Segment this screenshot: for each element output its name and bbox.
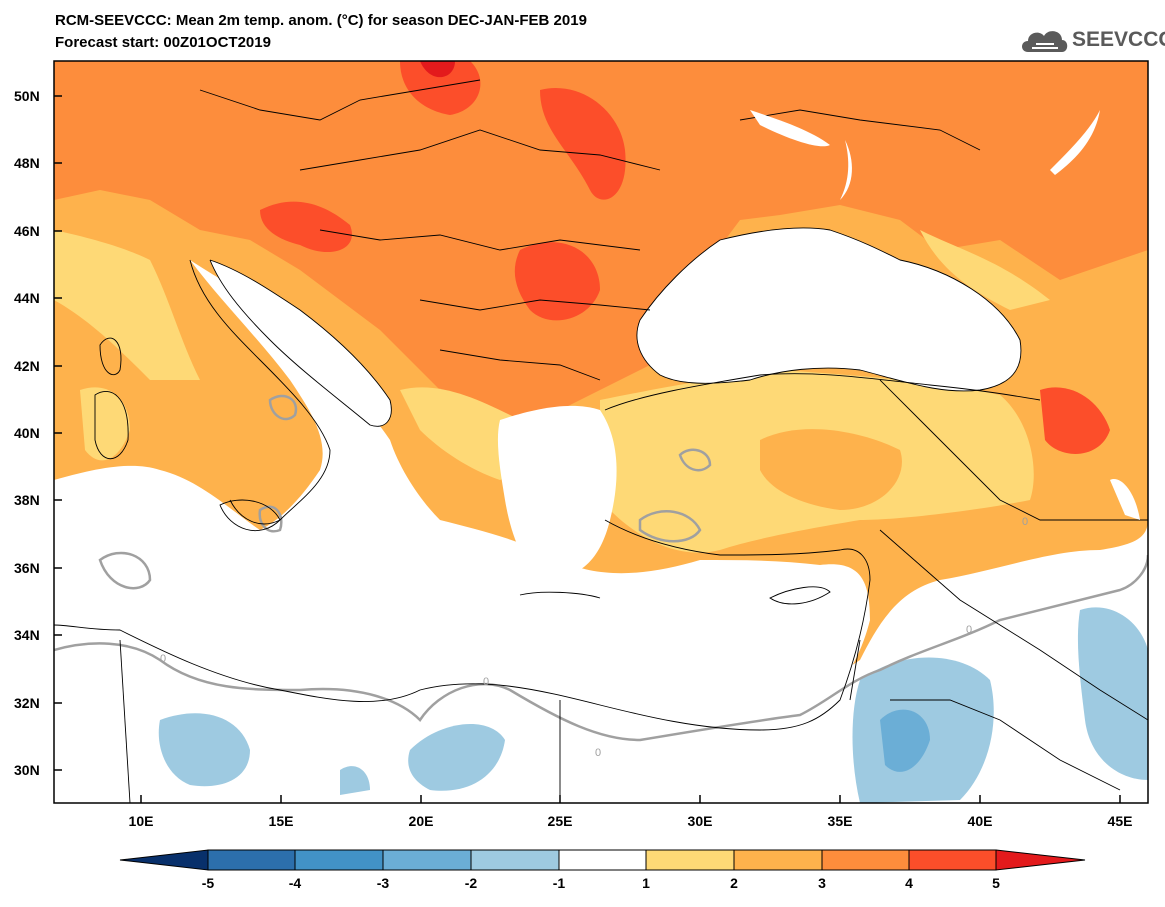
lat-label: 48N [14, 155, 40, 171]
sea-black [636, 228, 1021, 391]
anomaly-region-1-2 [400, 387, 531, 480]
lat-label: 44N [14, 290, 40, 306]
borders [54, 79, 1148, 803]
colorbar-label: -3 [376, 875, 390, 891]
lake-shape [1110, 479, 1140, 520]
lon-label: 15E [268, 813, 294, 829]
anomaly-region-3-4 [54, 61, 1148, 420]
sea-aegean [497, 405, 617, 580]
colorbar-arrow-high [995, 849, 1086, 871]
colorbar-label: 2 [730, 875, 738, 891]
cloud-icon [1022, 31, 1068, 52]
contour-label: 0 [160, 653, 166, 665]
lat-label: 34N [14, 627, 40, 643]
anomaly-region-4-5 [1040, 387, 1110, 454]
colorbar-label: -5 [201, 875, 215, 891]
lat-label: 38N [14, 492, 40, 508]
lake-shape [840, 140, 852, 200]
axis-ticks [54, 95, 1121, 803]
colorbar-label: 3 [818, 875, 826, 891]
lat-label: 32N [14, 695, 40, 711]
colorbar-bin [207, 849, 296, 871]
colorbar-bin [908, 849, 997, 871]
map-frame [53, 60, 1149, 804]
contour-label: 0 [1022, 516, 1028, 528]
anomaly-region-4-5 [540, 88, 626, 200]
colorbar-label: -2 [464, 875, 478, 891]
lon-label: 30E [687, 813, 713, 829]
colorbar-bin [821, 849, 910, 871]
zero-contour [678, 448, 712, 472]
anomaly-region-neg-1-2 [340, 766, 370, 795]
lon-label: 20E [408, 813, 434, 829]
anomaly-region-neg-1-2 [1077, 607, 1148, 780]
colorbar [119, 849, 1086, 871]
zero-contour [268, 394, 298, 421]
seevccc-logo: SEEVCCC [1018, 22, 1165, 58]
colorbar-label: 1 [642, 875, 650, 891]
chart-title: RCM-SEEVCCC: Mean 2m temp. anom. (°C) fo… [55, 12, 587, 29]
colorbar-bin [382, 849, 472, 871]
logo-text: SEEVCCC [1072, 28, 1165, 51]
contour-label: 0 [483, 676, 489, 688]
lake-shape [750, 110, 830, 147]
lat-label: 30N [14, 762, 40, 778]
colorbar-label: 4 [905, 875, 913, 891]
lon-label: 40E [967, 813, 993, 829]
lon-label: 10E [128, 813, 154, 829]
sea-mediterranean [54, 260, 870, 803]
lon-label: 25E [547, 813, 573, 829]
anomaly-region-1-2 [54, 230, 200, 380]
anomaly-region-1-2 [920, 230, 1050, 310]
colorbar-label: -4 [288, 875, 302, 891]
zero-contour [638, 510, 702, 543]
contour-label: 0 [595, 747, 601, 759]
lake-shape [1050, 110, 1100, 175]
colorbar-bin [733, 849, 823, 871]
colorbar-arrow-low [119, 849, 209, 871]
lon-label: 35E [827, 813, 853, 829]
anomaly-region-neg-2-3 [880, 709, 930, 772]
lon-label: 45E [1107, 813, 1133, 829]
lat-label: 46N [14, 223, 40, 239]
forecast-start-label: Forecast start: 00Z01OCT2019 [55, 34, 271, 51]
anomaly-region-4-5 [400, 61, 481, 115]
colorbar-bin [470, 849, 560, 871]
lat-label: 40N [14, 425, 40, 441]
map-field [54, 61, 1148, 803]
sea-adriatic [210, 260, 392, 427]
colorbar-bin [558, 849, 647, 871]
zero-contour [98, 551, 152, 590]
lat-label: 36N [14, 560, 40, 576]
anomaly-region-neg-1-2 [408, 723, 505, 791]
anomaly-region-4-5 [260, 201, 352, 253]
colorbar-label: 5 [992, 875, 1000, 891]
anomaly-region-2-3 [760, 429, 902, 510]
contour-label: 0 [966, 624, 972, 636]
anomaly-region-gt5 [420, 61, 455, 78]
lat-label: 42N [14, 358, 40, 374]
colorbar-bin [294, 849, 384, 871]
anomaly-region-1-2 [80, 387, 130, 461]
anomaly-region-neg-1-2 [158, 713, 250, 787]
zero-contour [258, 505, 283, 533]
colorbar-label: -1 [552, 875, 566, 891]
zero-contour [54, 554, 1148, 742]
lat-label: 50N [14, 88, 40, 104]
colorbar-bin [645, 849, 735, 871]
